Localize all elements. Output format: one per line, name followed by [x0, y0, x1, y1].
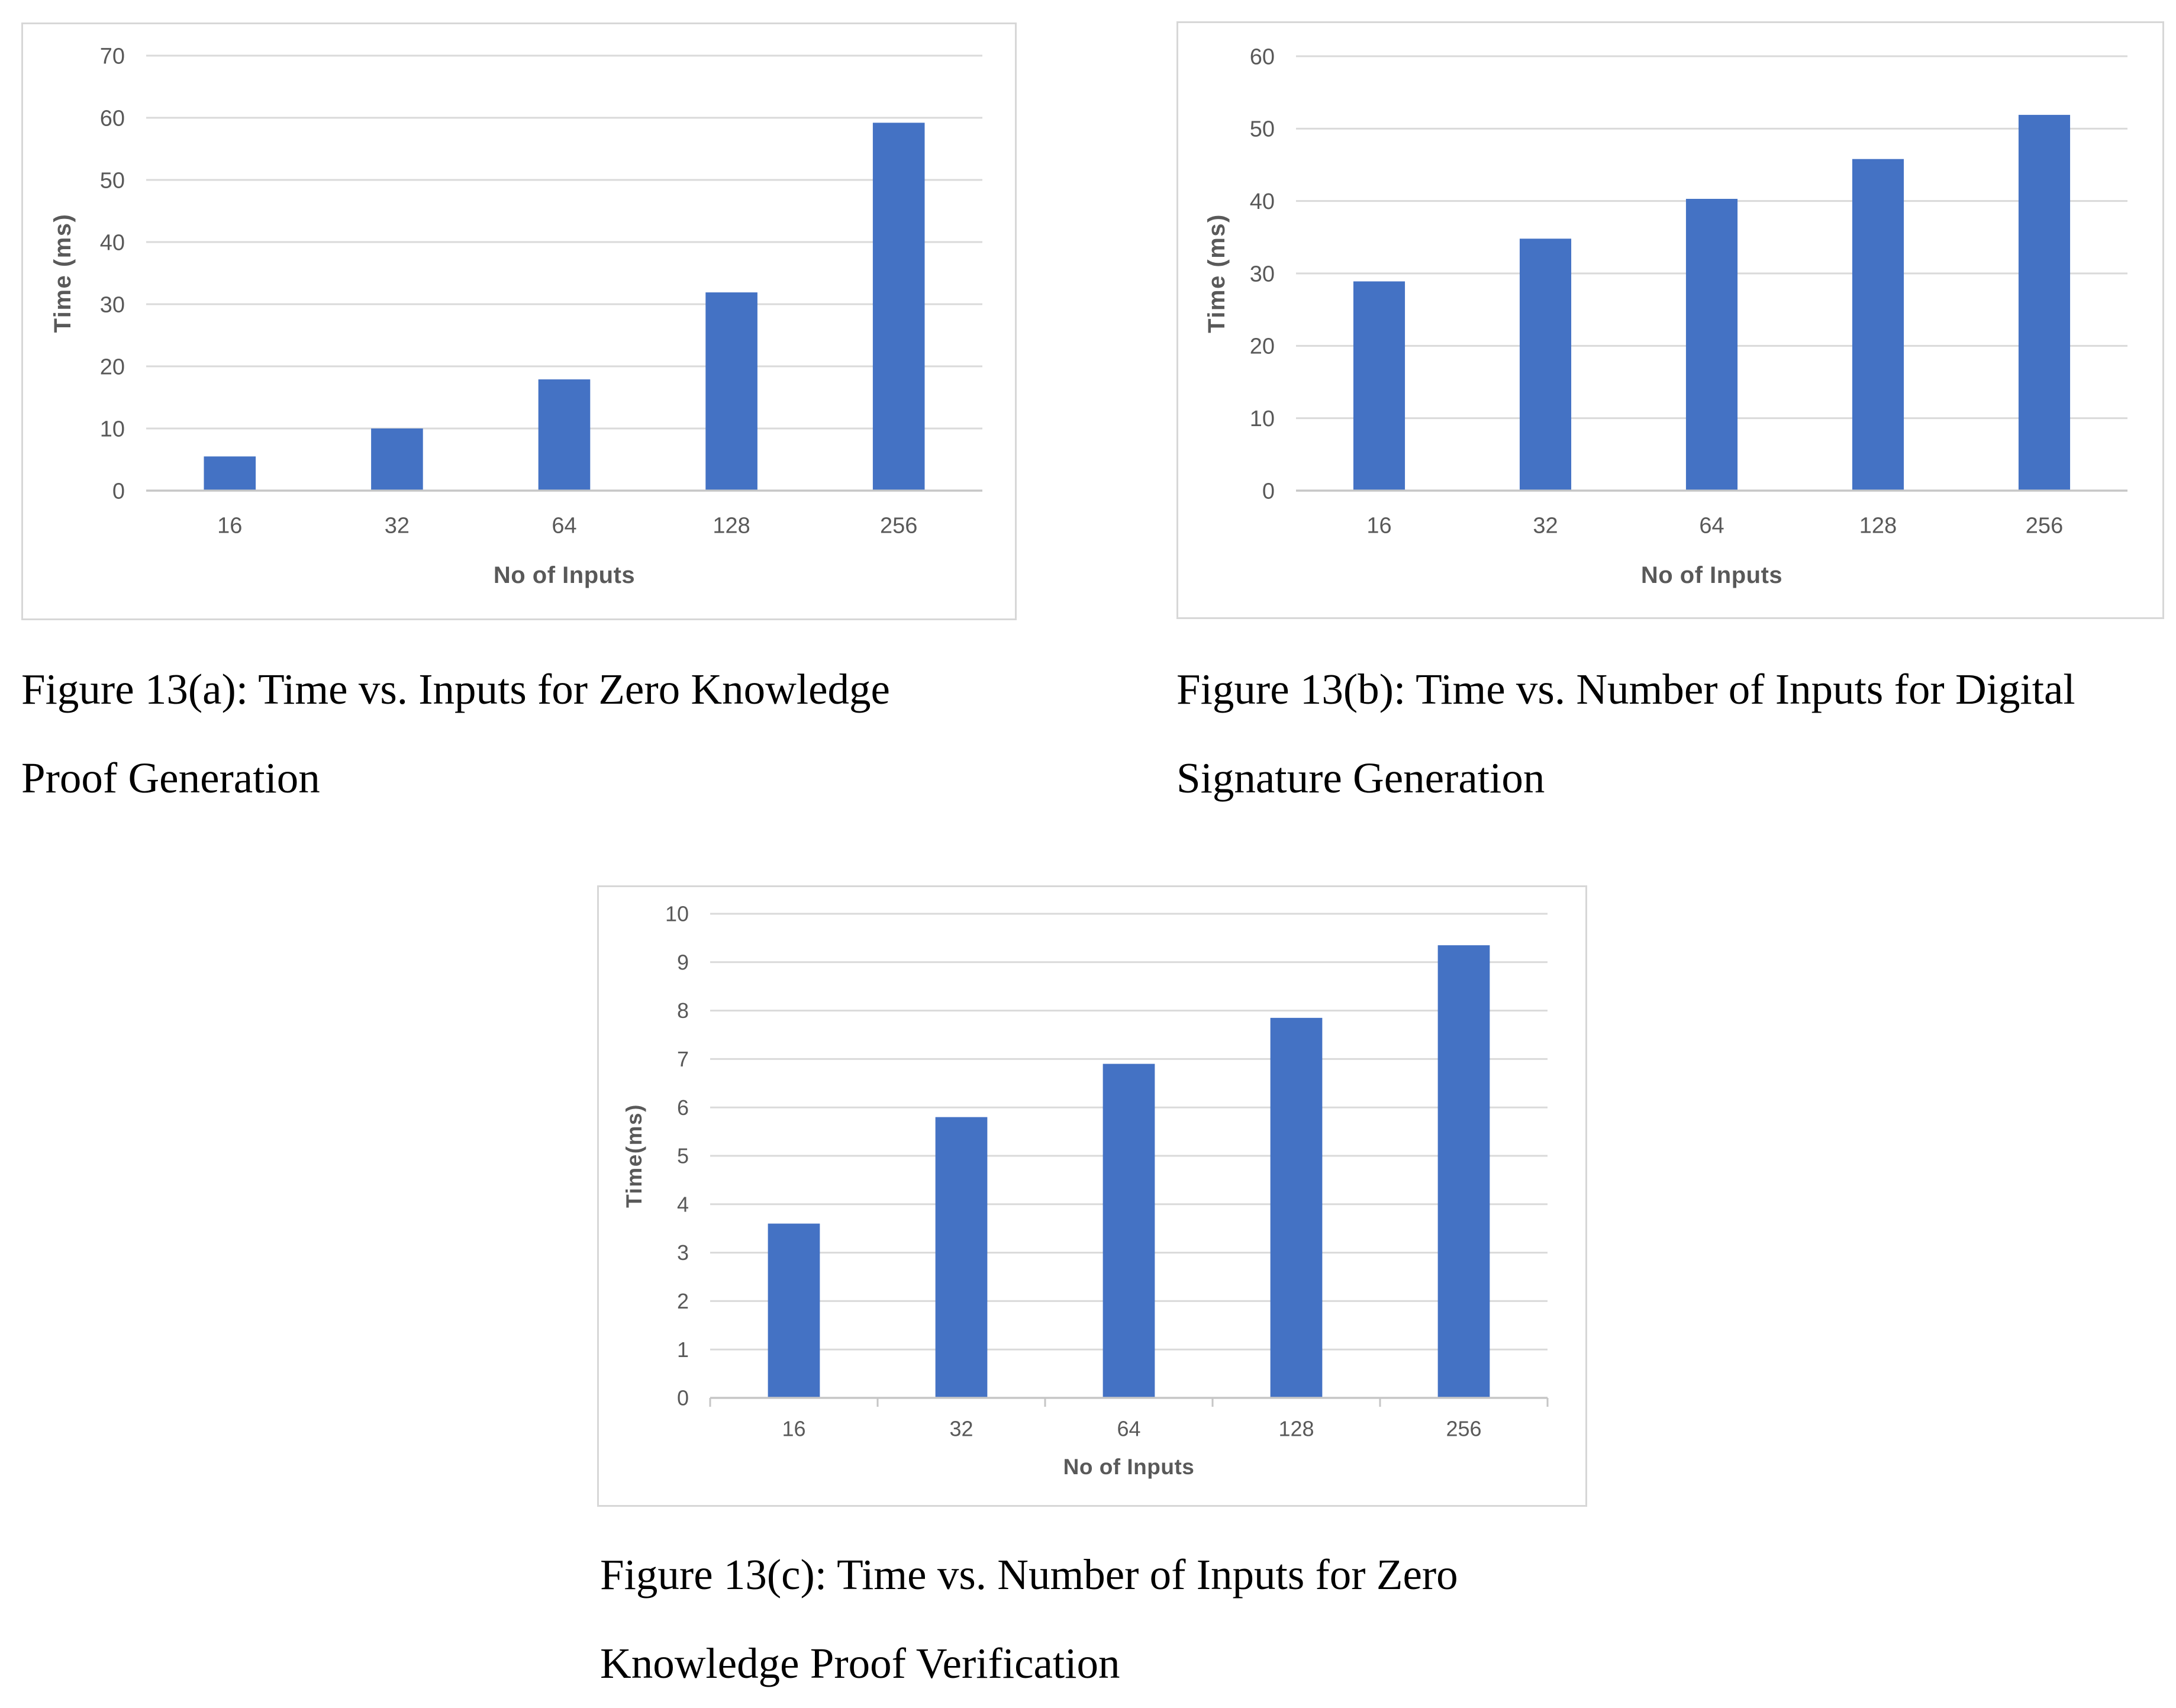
y-tick-label: 20: [1250, 334, 1275, 359]
y-tick-label: 0: [1262, 479, 1275, 504]
y-tick-label: 40: [1250, 189, 1275, 214]
figure-13c-caption: Figure 13(c): Time vs. Number of Inputs …: [600, 1530, 1458, 1708]
figure-13b-chart-panel: 0 10 20 30 40 50 60 16 32 64 128 256 No of Inputs Tim…: [1176, 21, 2164, 619]
y-tick-label: 30: [1250, 262, 1275, 286]
caption-line-2: Proof Generation: [21, 754, 320, 802]
zkp-verification-bar-chart: 0 1 2 3 4 5 6 7 8 9 10 16 32 64 128 256 No of Inputs Time…: [622, 902, 1549, 1479]
caption-line-1: Figure 13(b): Time vs. Number of Inputs …: [1176, 665, 2075, 713]
x-category-label: 64: [1699, 513, 1724, 538]
y-tick-label: 10: [665, 902, 689, 926]
y-axis-title: Time (ms): [50, 214, 76, 333]
y-tick-label: 2: [677, 1289, 689, 1313]
x-category-label: 16: [217, 513, 242, 538]
y-tick-label: 30: [100, 292, 125, 317]
x-category-label: 16: [782, 1417, 805, 1441]
y-tick-label: 0: [677, 1386, 689, 1410]
caption-line-1: Figure 13(c): Time vs. Number of Inputs …: [600, 1551, 1458, 1599]
x-category-label: 128: [1859, 513, 1897, 538]
y-tick-label: 60: [100, 106, 125, 131]
y-tick-label: 7: [677, 1047, 689, 1071]
bar: [204, 456, 256, 491]
x-category-label: 256: [1446, 1417, 1481, 1441]
x-category-label: 256: [2026, 513, 2063, 538]
caption-line-1: Figure 13(a): Time vs. Inputs for Zero K…: [21, 665, 890, 713]
y-tick-label: 9: [677, 950, 689, 974]
x-category-label: 32: [1533, 513, 1558, 538]
figure-13a-chart-panel: 0 10 20 30 40 50 60 70 16 32 64 128 256 No of Inputs T…: [21, 22, 1017, 620]
y-axis-title: Time (ms): [1204, 214, 1230, 333]
caption-line-2: Signature Generation: [1176, 754, 1545, 802]
x-axis-title: No of Inputs: [494, 562, 635, 588]
y-tick-label: 5: [677, 1144, 689, 1168]
digital-signature-generation-bar-chart: 0 10 20 30 40 50 60 16 32 64 128 256 No of Inputs Tim…: [1204, 44, 2127, 588]
y-tick-label: 3: [677, 1240, 689, 1265]
bar: [768, 1223, 820, 1398]
bar: [1437, 945, 1490, 1398]
x-category-label: 128: [713, 513, 750, 538]
y-tick-label: 10: [1250, 407, 1275, 431]
bar: [1353, 281, 1405, 491]
x-axis-title: No of Inputs: [1641, 562, 1782, 588]
y-tick-label: 4: [677, 1192, 689, 1216]
y-axis-title: Time(ms): [622, 1104, 646, 1208]
x-category-label: 256: [880, 513, 917, 538]
bar: [1685, 198, 1738, 491]
zkp-proof-generation-bar-chart: 0 10 20 30 40 50 60 70 16 32 64 128 256 No of Inputs T…: [50, 44, 982, 588]
y-tick-label: 50: [100, 168, 125, 193]
bar: [1270, 1017, 1323, 1398]
bar: [872, 123, 925, 491]
bar: [1852, 159, 1904, 491]
figure-13b-caption: Figure 13(b): Time vs. Number of Inputs …: [1176, 645, 2075, 823]
bar: [538, 379, 591, 491]
figure-13c-chart-panel: 0 1 2 3 4 5 6 7 8 9 10 16 32 64 128 256 No of Inputs Time…: [597, 885, 1587, 1507]
bar: [705, 292, 757, 491]
y-tick-label: 1: [677, 1338, 689, 1362]
x-category-label: 32: [949, 1417, 973, 1441]
bar: [935, 1117, 988, 1398]
x-axis-title: No of Inputs: [1063, 1455, 1195, 1479]
x-category-label: 16: [1366, 513, 1391, 538]
y-tick-label: 20: [100, 355, 125, 379]
bar: [1102, 1064, 1155, 1398]
x-category-label: 64: [552, 513, 576, 538]
y-tick-label: 40: [100, 230, 125, 255]
y-tick-label: 50: [1250, 117, 1275, 142]
figure-13a-caption: Figure 13(a): Time vs. Inputs for Zero K…: [21, 645, 890, 823]
x-category-label: 32: [385, 513, 410, 538]
x-category-label: 128: [1278, 1417, 1314, 1441]
y-tick-label: 10: [100, 417, 125, 441]
y-tick-label: 0: [112, 479, 125, 504]
x-category-label: 64: [1117, 1417, 1140, 1441]
bar: [2018, 115, 2071, 491]
y-tick-label: 60: [1250, 44, 1275, 69]
caption-line-2: Knowledge Proof Verification: [600, 1639, 1120, 1687]
y-tick-label: 70: [100, 44, 125, 69]
bar: [371, 428, 423, 491]
bar: [1519, 239, 1572, 491]
y-tick-label: 8: [677, 998, 689, 1023]
y-tick-label: 6: [677, 1095, 689, 1120]
